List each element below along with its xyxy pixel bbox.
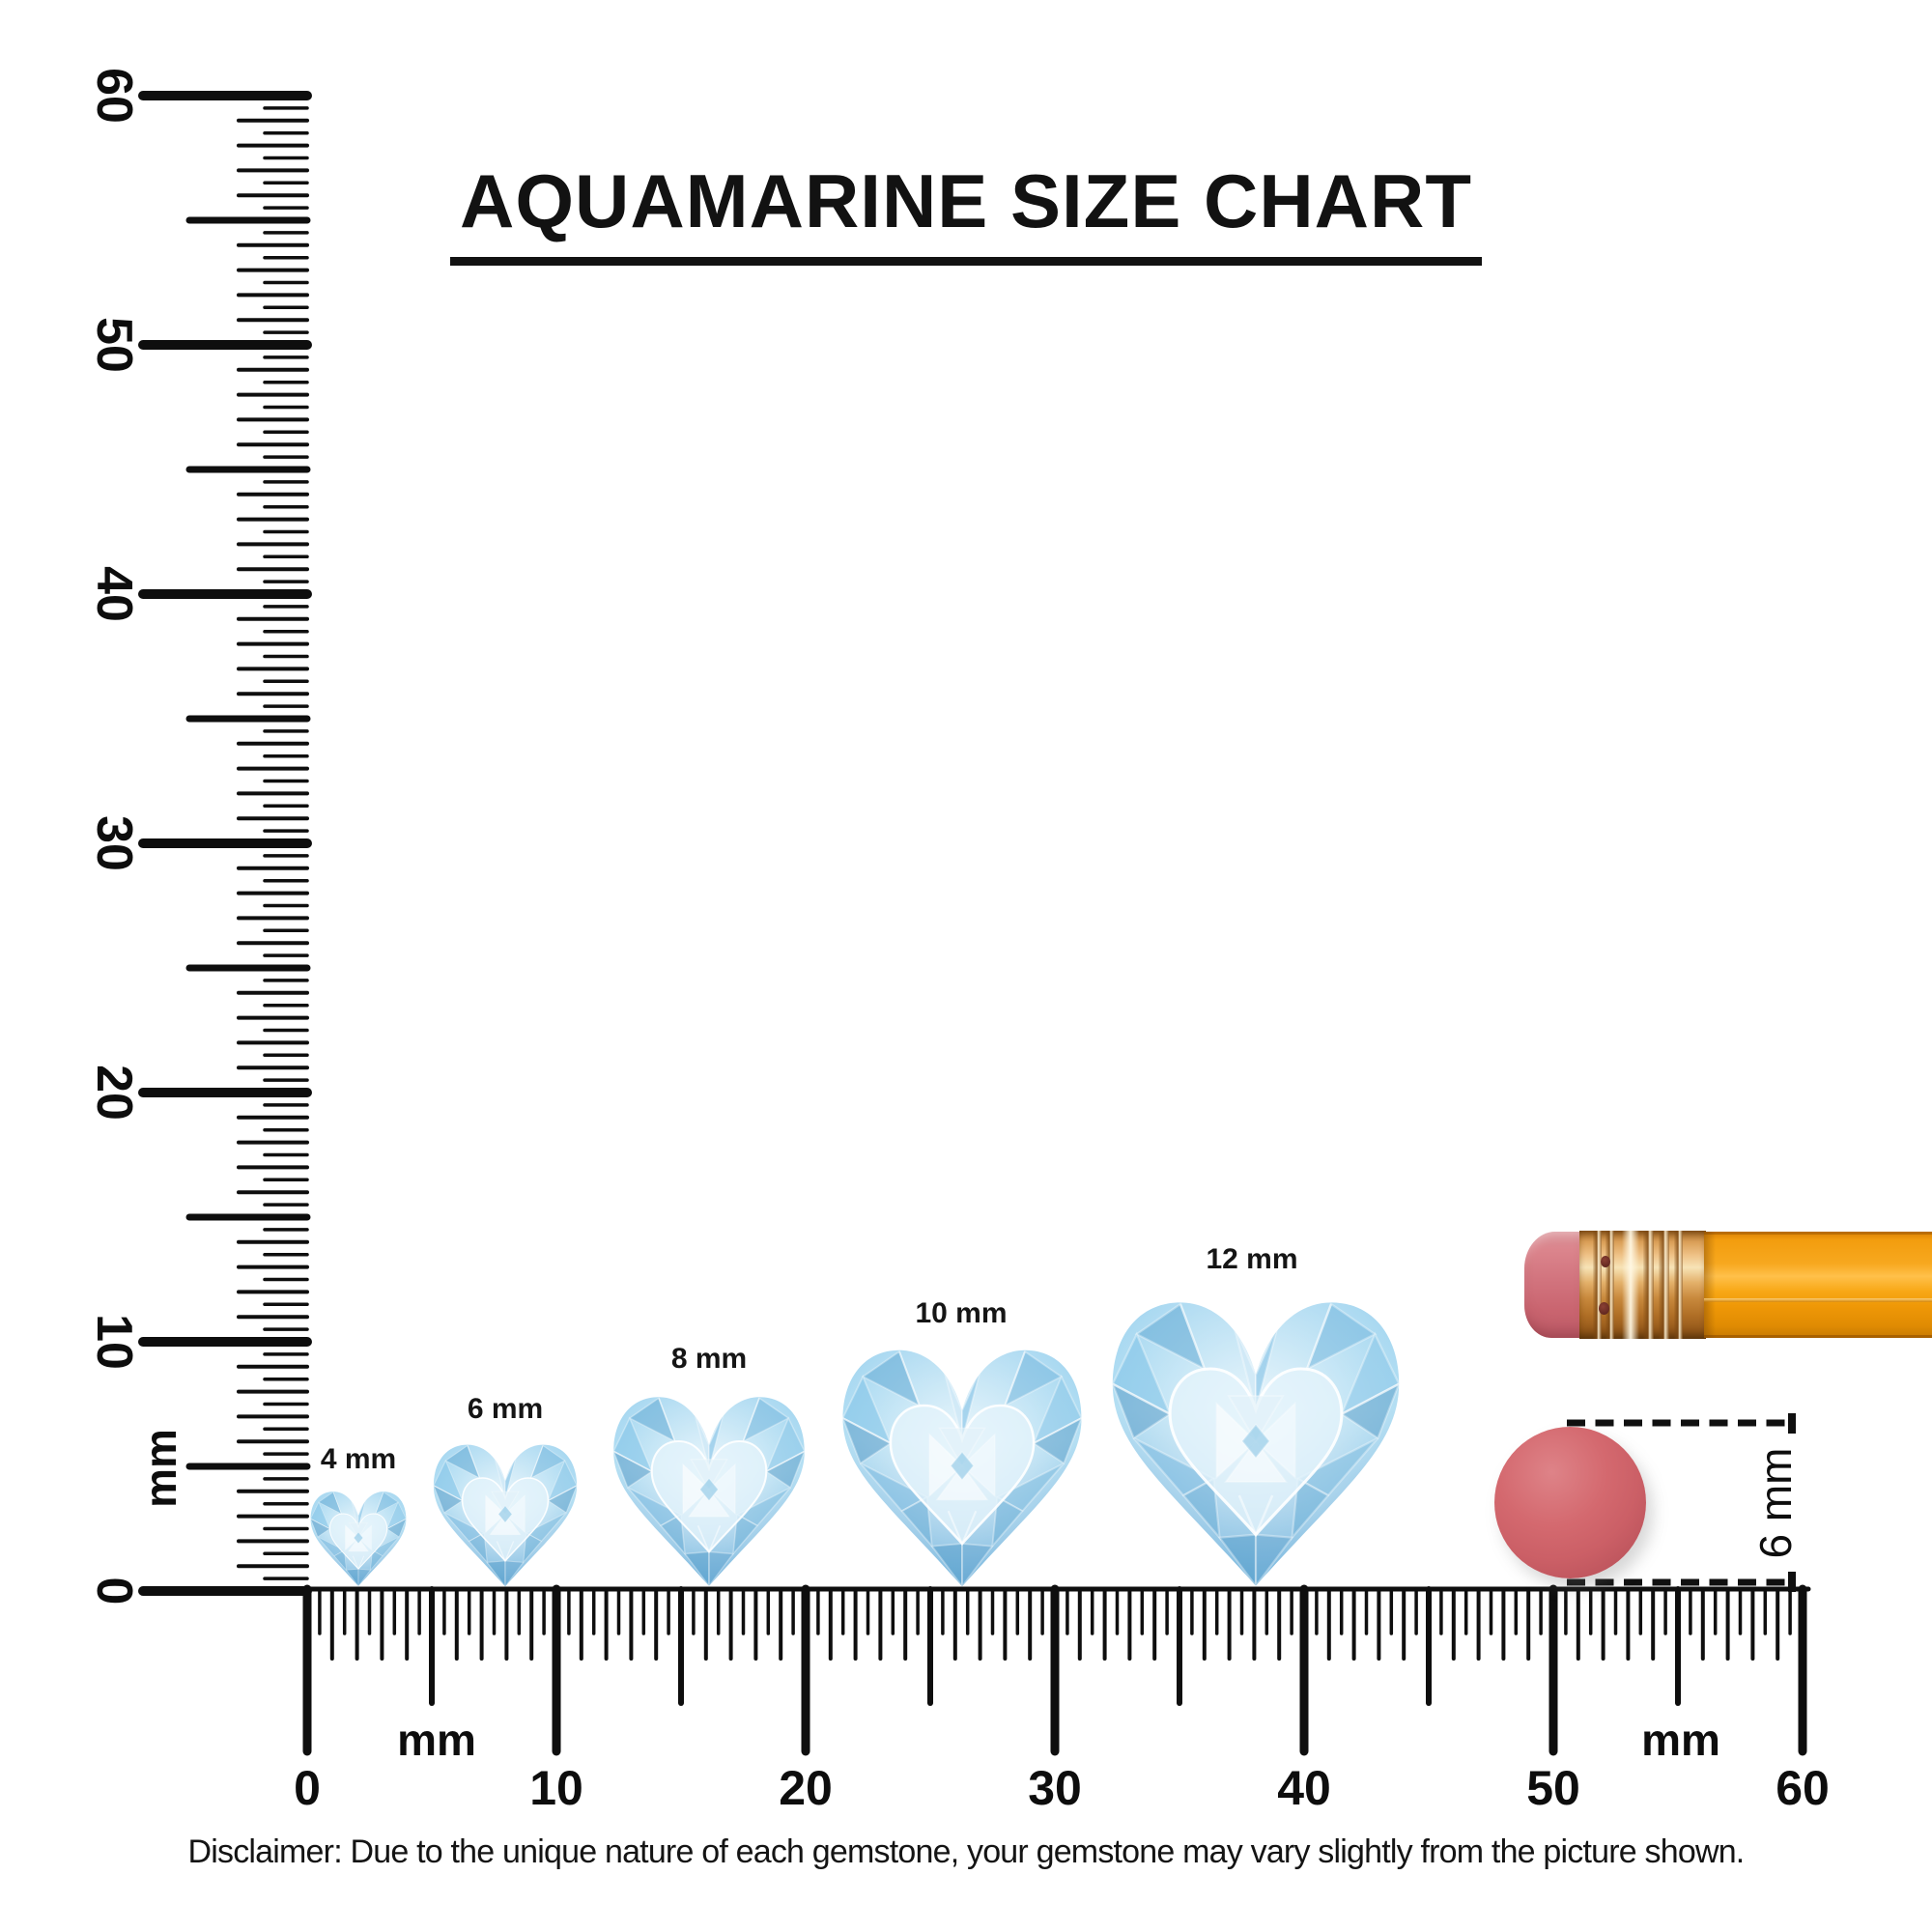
h-ruler-label-0: 0 xyxy=(294,1761,321,1815)
ferrule-groove xyxy=(1605,1231,1614,1339)
ferrule-rivet xyxy=(1599,1302,1609,1315)
vertical-ruler-unit-label: mm xyxy=(135,1429,185,1508)
h-ruler-label-10: 10 xyxy=(529,1761,583,1815)
heart-gem-10mm xyxy=(837,1343,1088,1594)
heart-gem-12mm xyxy=(1105,1293,1406,1595)
disc-dimension-lines xyxy=(1567,1413,1796,1592)
page-title-text: AQUAMARINE SIZE CHART xyxy=(450,157,1482,266)
ferrule-groove xyxy=(1659,1231,1669,1339)
ferrule-shine xyxy=(1622,1231,1639,1339)
ferrule-groove xyxy=(1593,1231,1602,1339)
horizontal-ruler-unit-label-right: mm xyxy=(1641,1715,1720,1765)
gem-size-label-12mm: 12 mm xyxy=(1206,1243,1298,1275)
gem-size-label-8mm: 8 mm xyxy=(670,1343,748,1375)
v-ruler-label-60: 60 xyxy=(86,68,142,124)
ferrule-rivet xyxy=(1601,1256,1610,1267)
ferrule-groove xyxy=(1674,1231,1683,1339)
v-ruler-label-10: 10 xyxy=(86,1314,142,1370)
v-ruler-label-40: 40 xyxy=(86,566,142,622)
pencil-eraser xyxy=(1524,1232,1582,1338)
h-ruler-label-30: 30 xyxy=(1028,1761,1082,1815)
vertical-ruler-ticks xyxy=(138,91,312,1596)
v-ruler-label-30: 30 xyxy=(86,815,142,871)
disclaimer-text: Disclaimer: Due to the unique nature of … xyxy=(187,1833,1746,1870)
h-ruler-label-50: 50 xyxy=(1526,1761,1580,1815)
horizontal-ruler-ticks xyxy=(302,1584,1811,1756)
h-ruler-label-40: 40 xyxy=(1277,1761,1331,1815)
h-ruler-label-60: 60 xyxy=(1776,1761,1830,1815)
heart-gem-8mm xyxy=(609,1391,810,1592)
pencil xyxy=(1524,1231,1932,1339)
gem-size-label-6mm: 6 mm xyxy=(467,1393,544,1425)
ferrule-groove xyxy=(1643,1231,1654,1339)
v-ruler-label-20: 20 xyxy=(86,1065,142,1121)
page-title: AQUAMARINE SIZE CHART xyxy=(0,157,1932,266)
disc-diameter-label: 6 mm xyxy=(1750,1447,1801,1559)
pencil-body-seam xyxy=(1704,1298,1932,1303)
v-ruler-label-0: 0 xyxy=(86,1577,142,1605)
horizontal-ruler-unit-label-left: mm xyxy=(397,1715,476,1765)
gem-size-label-10mm: 10 mm xyxy=(915,1297,1008,1329)
eraser-disc xyxy=(1494,1427,1646,1578)
pencil-ferrule xyxy=(1579,1231,1706,1339)
heart-gem-4mm xyxy=(308,1489,409,1589)
gem-size-label-4mm: 4 mm xyxy=(320,1443,397,1475)
pencil-body xyxy=(1704,1232,1932,1338)
h-ruler-label-20: 20 xyxy=(779,1761,833,1815)
v-ruler-label-50: 50 xyxy=(86,317,142,373)
heart-gem-6mm xyxy=(430,1440,581,1591)
